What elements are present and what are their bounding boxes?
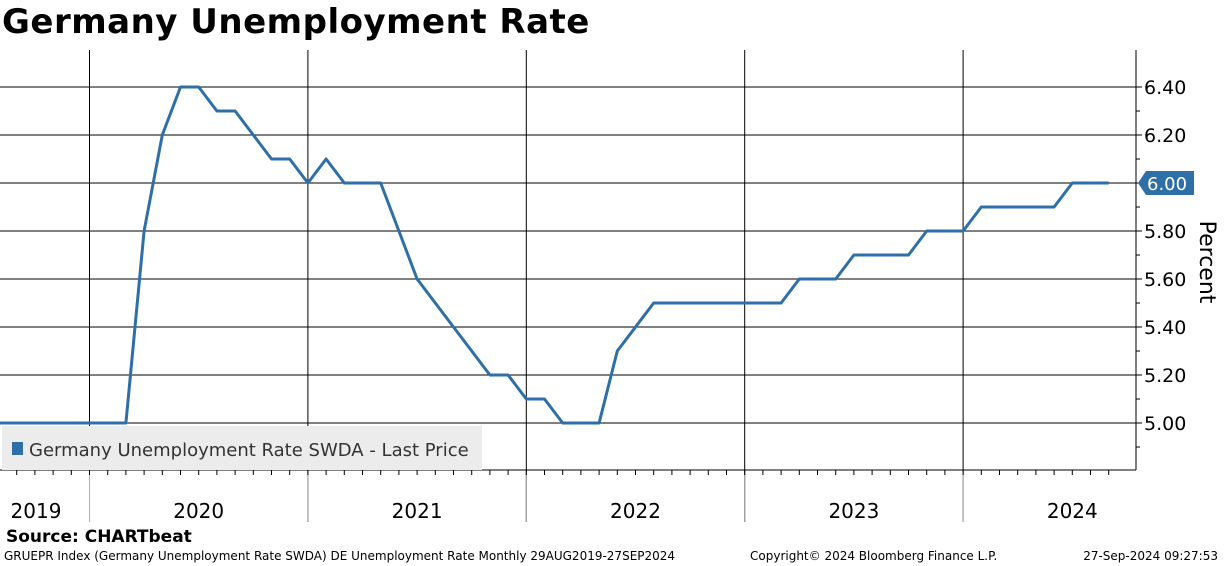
vertical-grid xyxy=(89,50,964,522)
y-tick-label: 5.00 xyxy=(1144,413,1186,435)
last-value-marker: 6.00 xyxy=(1138,171,1194,195)
x-tick-labels: 2019 2020 2021 2022 2023 2024 xyxy=(11,499,1098,523)
horizontal-grid xyxy=(0,86,1136,424)
legend: Germany Unemployment Rate SWDA - Last Pr… xyxy=(2,426,482,470)
y-axis-label: Percent xyxy=(1194,221,1219,304)
last-value-label: 6.00 xyxy=(1147,174,1187,195)
x-tick-label: 2021 xyxy=(392,499,443,523)
source-note: Source: CHARTbeat xyxy=(6,527,192,547)
y-tick-label: 5.80 xyxy=(1144,221,1186,243)
last-value-tag xyxy=(1138,171,1194,195)
series-layer xyxy=(0,85,1109,425)
legend-label: Germany Unemployment Rate SWDA - Last Pr… xyxy=(29,440,469,461)
y-ticks: 5.00 5.20 5.40 5.60 5.80 6.00 6.20 6.40 xyxy=(1136,77,1186,448)
x-tick-label: 2024 xyxy=(1047,499,1098,523)
x-ticks xyxy=(16,470,1110,475)
chart-title: Germany Unemployment Rate xyxy=(2,2,590,42)
y-tick-label: 5.40 xyxy=(1144,317,1186,339)
legend-box xyxy=(2,426,482,470)
legend-swatch xyxy=(12,442,23,455)
y-tick-label: 5.60 xyxy=(1144,269,1186,291)
x-tick-label: 2023 xyxy=(828,499,879,523)
x-tick-label: 2019 xyxy=(11,499,62,523)
series-description: GRUEPR Index (Germany Unemployment Rate … xyxy=(4,549,676,563)
x-tick-label: 2020 xyxy=(173,499,224,523)
series-line xyxy=(0,85,1109,425)
x-tick-label: 2022 xyxy=(610,499,661,523)
copyright: Copyright© 2024 Bloomberg Finance L.P. xyxy=(750,549,998,563)
timestamp: 27-Sep-2024 09:27:53 xyxy=(1083,549,1218,563)
y-tick-label: 5.20 xyxy=(1144,365,1186,387)
y-tick-label: 6.20 xyxy=(1144,125,1186,147)
y-tick-label: 6.40 xyxy=(1144,77,1186,99)
